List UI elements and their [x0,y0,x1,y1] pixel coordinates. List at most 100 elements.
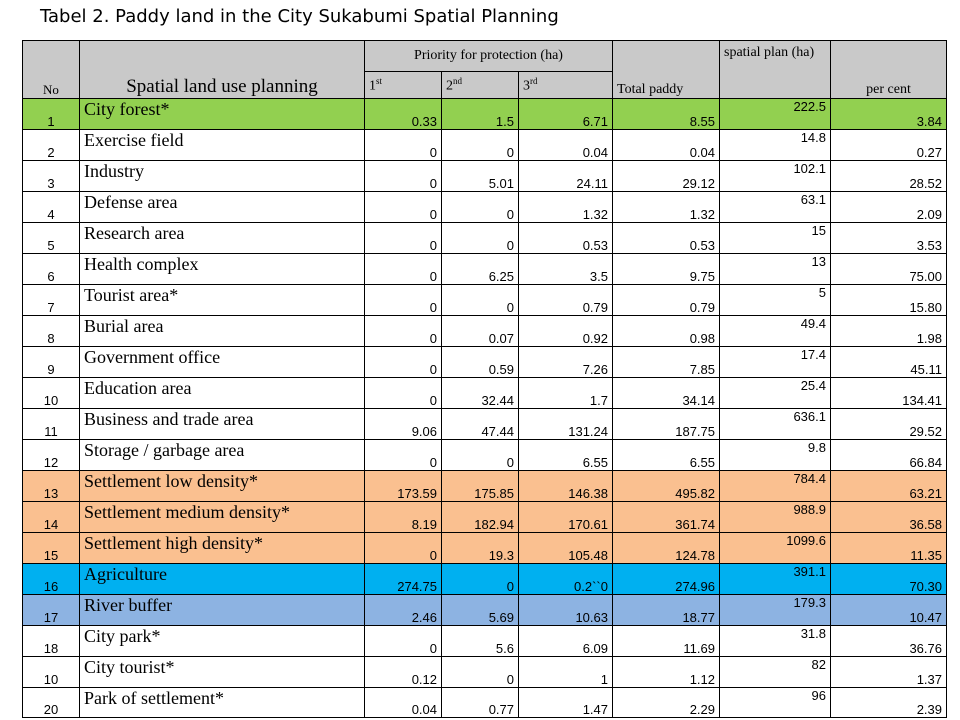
priority-second-value: 47.44 [441,408,519,440]
table-row: 3 Industry 0 5.01 24.11 29.12 102.1 28.52 [22,160,947,192]
table-row: 6 Health complex 0 6.25 3.5 9.75 13 75.00 [22,253,947,285]
priority-second-value: 0.77 [441,687,519,718]
priority-second-value: 19.3 [441,532,519,564]
priority-second-value: 0.59 [441,346,519,378]
total-paddy-value: 0.04 [612,129,720,161]
spatial-plan-value: 9.8 [719,439,831,471]
priority-second-value: 0 [441,191,519,223]
spatial-plan-value: 391.1 [719,563,831,595]
land-use-name: Settlement medium density* [79,501,365,533]
table-row: 20 Park of settlement* 0.04 0.77 1.47 2.29 96 2… [22,687,947,718]
row-number: 16 [22,563,80,595]
land-use-name: Exercise field [79,129,365,161]
header-priority-second: 2nd [441,71,519,99]
total-paddy-value: 361.74 [612,501,720,533]
priority-second-value: 5.6 [441,625,519,657]
land-use-name: Industry [79,160,365,192]
row-number: 10 [22,656,80,688]
priority-second-value: 5.01 [441,160,519,192]
total-paddy-value: 8.55 [612,98,720,130]
table-row: 17 River buffer 2.46 5.69 10.63 18.77 179.3 10.… [22,594,947,626]
percent-value: 45.11 [830,346,947,378]
row-number: 1 [22,98,80,130]
total-paddy-value: 18.77 [612,594,720,626]
percent-value: 3.53 [830,222,947,254]
priority-second-value: 6.25 [441,253,519,285]
total-paddy-value: 11.69 [612,625,720,657]
total-paddy-value: 9.75 [612,253,720,285]
table-row: 1 City forest* 0.33 1.5 6.71 8.55 222.5 3.84 [22,98,947,130]
priority-first-value: 0.33 [364,98,442,130]
percent-value: 75.00 [830,253,947,285]
header-third-sup: rd [530,75,538,86]
table-row: 4 Defense area 0 0 1.32 1.32 63.1 2.09 [22,191,947,223]
percent-value: 15.80 [830,284,947,316]
header-priority: Priority for protection (ha) [364,40,613,72]
spatial-plan-value: 636.1 [719,408,831,440]
header-percent: per cent [830,40,947,99]
table-row: 10 City tourist* 0.12 0 1 1.12 82 1.37 [22,656,947,688]
header-second-sup: nd [453,75,462,86]
priority-first-value: 0.12 [364,656,442,688]
priority-third-value: 1.47 [518,687,613,718]
row-number: 18 [22,625,80,657]
row-number: 4 [22,191,80,223]
table-row: 14 Settlement medium density* 8.19 182.94 17… [22,501,947,533]
header-no: No [22,40,80,99]
priority-third-value: 7.26 [518,346,613,378]
table-row: 18 City park* 0 5.6 6.09 11.69 31.8 36.76 [22,625,947,657]
row-number: 9 [22,346,80,378]
percent-value: 36.58 [830,501,947,533]
total-paddy-value: 0.53 [612,222,720,254]
spatial-plan-value: 17.4 [719,346,831,378]
percent-value: 3.84 [830,98,947,130]
table-row: 15 Settlement high density* 0 19.3 105.48 124… [22,532,947,564]
priority-first-value: 2.46 [364,594,442,626]
priority-third-value: 105.48 [518,532,613,564]
header-land-use: Spatial land use planning [79,40,365,99]
row-number: 3 [22,160,80,192]
header-row-top: No Spatial land use planning Priority fo… [22,40,947,99]
priority-first-value: 0 [364,439,442,471]
table-row: 8 Burial area 0 0.07 0.92 0.98 49.4 1.98 [22,315,947,347]
spatial-plan-value: 222.5 [719,98,831,130]
total-paddy-value: 124.78 [612,532,720,564]
priority-third-value: 24.11 [518,160,613,192]
priority-third-value: 1 [518,656,613,688]
priority-third-value: 3.5 [518,253,613,285]
percent-value: 70.30 [830,563,947,595]
row-number: 11 [22,408,80,440]
spatial-plan-value: 988.9 [719,501,831,533]
total-paddy-value: 29.12 [612,160,720,192]
spatial-plan-value: 14.8 [719,129,831,161]
spatial-plan-value: 31.8 [719,625,831,657]
total-paddy-value: 495.82 [612,470,720,502]
priority-third-value: 1.7 [518,377,613,409]
spatial-plan-value: 63.1 [719,191,831,223]
land-use-name: Health complex [79,253,365,285]
land-use-name: River buffer [79,594,365,626]
total-paddy-value: 6.55 [612,439,720,471]
priority-first-value: 0 [364,532,442,564]
table-row: 16 Agriculture 274.75 0 0.2``0 274.96 391.1 70.… [22,563,947,595]
table-row: 13 Settlement low density* 173.59 175.85 146… [22,470,947,502]
percent-value: 29.52 [830,408,947,440]
priority-third-value: 170.61 [518,501,613,533]
percent-value: 36.76 [830,625,947,657]
total-paddy-value: 0.98 [612,315,720,347]
total-paddy-value: 7.85 [612,346,720,378]
priority-third-value: 0.2``0 [518,563,613,595]
total-paddy-value: 0.79 [612,284,720,316]
priority-first-value: 0 [364,129,442,161]
table-row: 11 Business and trade area 9.06 47.44 131.24… [22,408,947,440]
percent-value: 28.52 [830,160,947,192]
land-use-name: Research area [79,222,365,254]
priority-first-value: 274.75 [364,563,442,595]
land-use-name: Park of settlement* [79,687,365,718]
percent-value: 1.37 [830,656,947,688]
land-use-name: Storage / garbage area [79,439,365,471]
priority-third-value: 0.04 [518,129,613,161]
priority-third-value: 0.79 [518,284,613,316]
land-use-name: Tourist area* [79,284,365,316]
priority-second-value: 0 [441,439,519,471]
